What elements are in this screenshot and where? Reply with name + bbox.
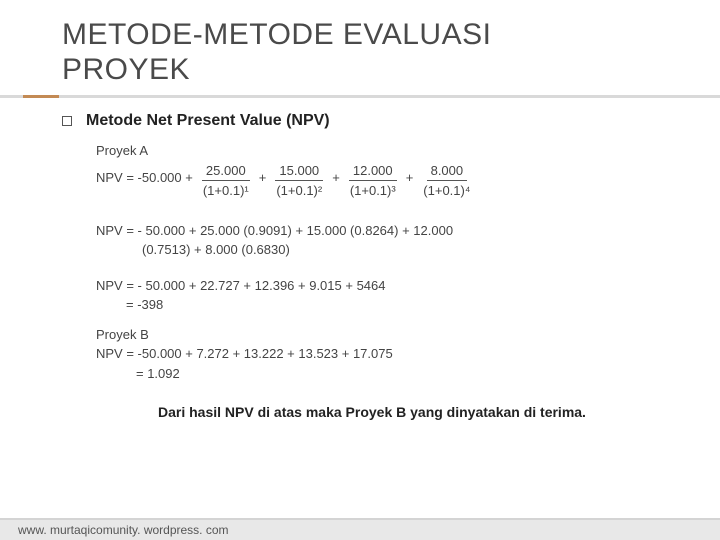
fraction: 12.000 (1+0.1)³ [346,162,400,200]
square-bullet-icon [62,116,72,126]
plus-icon: + [259,162,267,187]
frac-denominator: (1+0.1)¹ [199,181,253,200]
title-underline [0,95,720,98]
calculations: Proyek A NPV = -50.000 + 25.000 (1+0.1)¹… [62,142,658,382]
eq1-fractions: 25.000 (1+0.1)¹ + 15.000 (1+0.1)² + 12.0… [199,162,475,200]
frac-numerator: 15.000 [275,162,323,182]
proyek-b-eq-line1: NPV = -50.000 + 7.272 + 13.222 + 13.523 … [96,345,658,363]
footer-url: www. murtaqicomunity. wordpress. com [18,523,229,537]
fraction: 15.000 (1+0.1)² [272,162,326,200]
title-block: METODE-METODE EVALUASI PROYEK [0,0,720,98]
fraction: 25.000 (1+0.1)¹ [199,162,253,200]
proyek-a-eq1: NPV = -50.000 + 25.000 (1+0.1)¹ + 15.000… [96,162,658,200]
proyek-b-eq-line2: = 1.092 [96,365,658,383]
plus-icon: + [332,162,340,187]
frac-numerator: 12.000 [349,162,397,182]
proyek-a-label: Proyek A [96,142,658,160]
proyek-b-label: Proyek B [96,326,658,344]
frac-numerator: 8.000 [427,162,468,182]
plus-icon: + [406,162,414,187]
slide-title-line1: METODE-METODE EVALUASI [62,18,720,53]
proyek-a-eq2-line2: (0.7513) + 8.000 (0.6830) [96,241,658,259]
proyek-a-eq3-line1: NPV = - 50.000 + 22.727 + 12.396 + 9.015… [96,277,658,295]
frac-denominator: (1+0.1)⁴ [419,181,474,200]
footer-bar: www. murtaqicomunity. wordpress. com [0,518,720,540]
fraction: 8.000 (1+0.1)⁴ [419,162,474,200]
frac-numerator: 25.000 [202,162,250,182]
frac-denominator: (1+0.1)² [272,181,326,200]
proyek-a-eq2-line1: NPV = - 50.000 + 25.000 (0.9091) + 15.00… [96,222,658,240]
conclusion-text: Dari hasil NPV di atas maka Proyek B yan… [62,404,658,420]
subheading: Metode Net Present Value (NPV) [86,112,330,130]
content-area: Metode Net Present Value (NPV) Proyek A … [0,98,720,420]
frac-denominator: (1+0.1)³ [346,181,400,200]
subheading-row: Metode Net Present Value (NPV) [62,112,658,130]
proyek-a-eq3-line2: = -398 [96,296,658,314]
eq1-prefix: NPV = -50.000 + [96,162,193,187]
slide-title-line2: PROYEK [62,53,720,88]
